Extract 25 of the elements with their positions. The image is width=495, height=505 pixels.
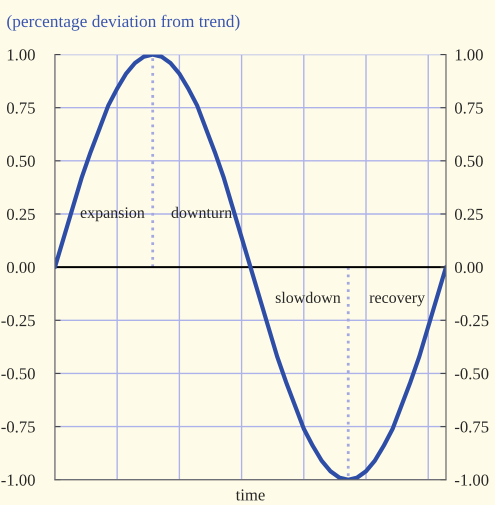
- annotation: recovery: [370, 295, 425, 306]
- y-tick-label: 0.25: [6, 208, 35, 220]
- x-axis-title: time: [236, 489, 265, 501]
- y2-tick-label: 0.00: [454, 262, 483, 274]
- y-tick-label: -0.25: [1, 314, 35, 326]
- y-tick-label: 0.50: [6, 156, 35, 167]
- y-tick-label: -0.75: [1, 421, 35, 433]
- annotation: slowdown: [276, 292, 341, 304]
- annotation: expansion: [80, 207, 145, 222]
- line-series: [54, 54, 446, 480]
- y2-tick-label: -0.25: [454, 314, 488, 326]
- y2-tick-label: 1.00: [456, 49, 483, 61]
- y2-tick-label: 0.50: [454, 156, 483, 167]
- y2-tick-label: 0.25: [454, 208, 483, 220]
- y-tick-label: -0.50: [1, 368, 35, 380]
- y2-tick-label: 0.75: [454, 102, 483, 114]
- y-tick-label: 1.00: [8, 49, 35, 61]
- annotation: downturn: [172, 206, 232, 218]
- y-tick-label: -1.00: [1, 474, 35, 486]
- y2-tick-label: -0.50: [454, 368, 488, 380]
- chart-title: (percentage deviation from trend): [7, 14, 240, 31]
- y2-tick-label: -1.00: [454, 474, 488, 486]
- y2-tick-label: -0.75: [454, 421, 488, 433]
- y-tick-label: 0.75: [6, 102, 35, 114]
- y-tick-label: 0.00: [6, 262, 35, 274]
